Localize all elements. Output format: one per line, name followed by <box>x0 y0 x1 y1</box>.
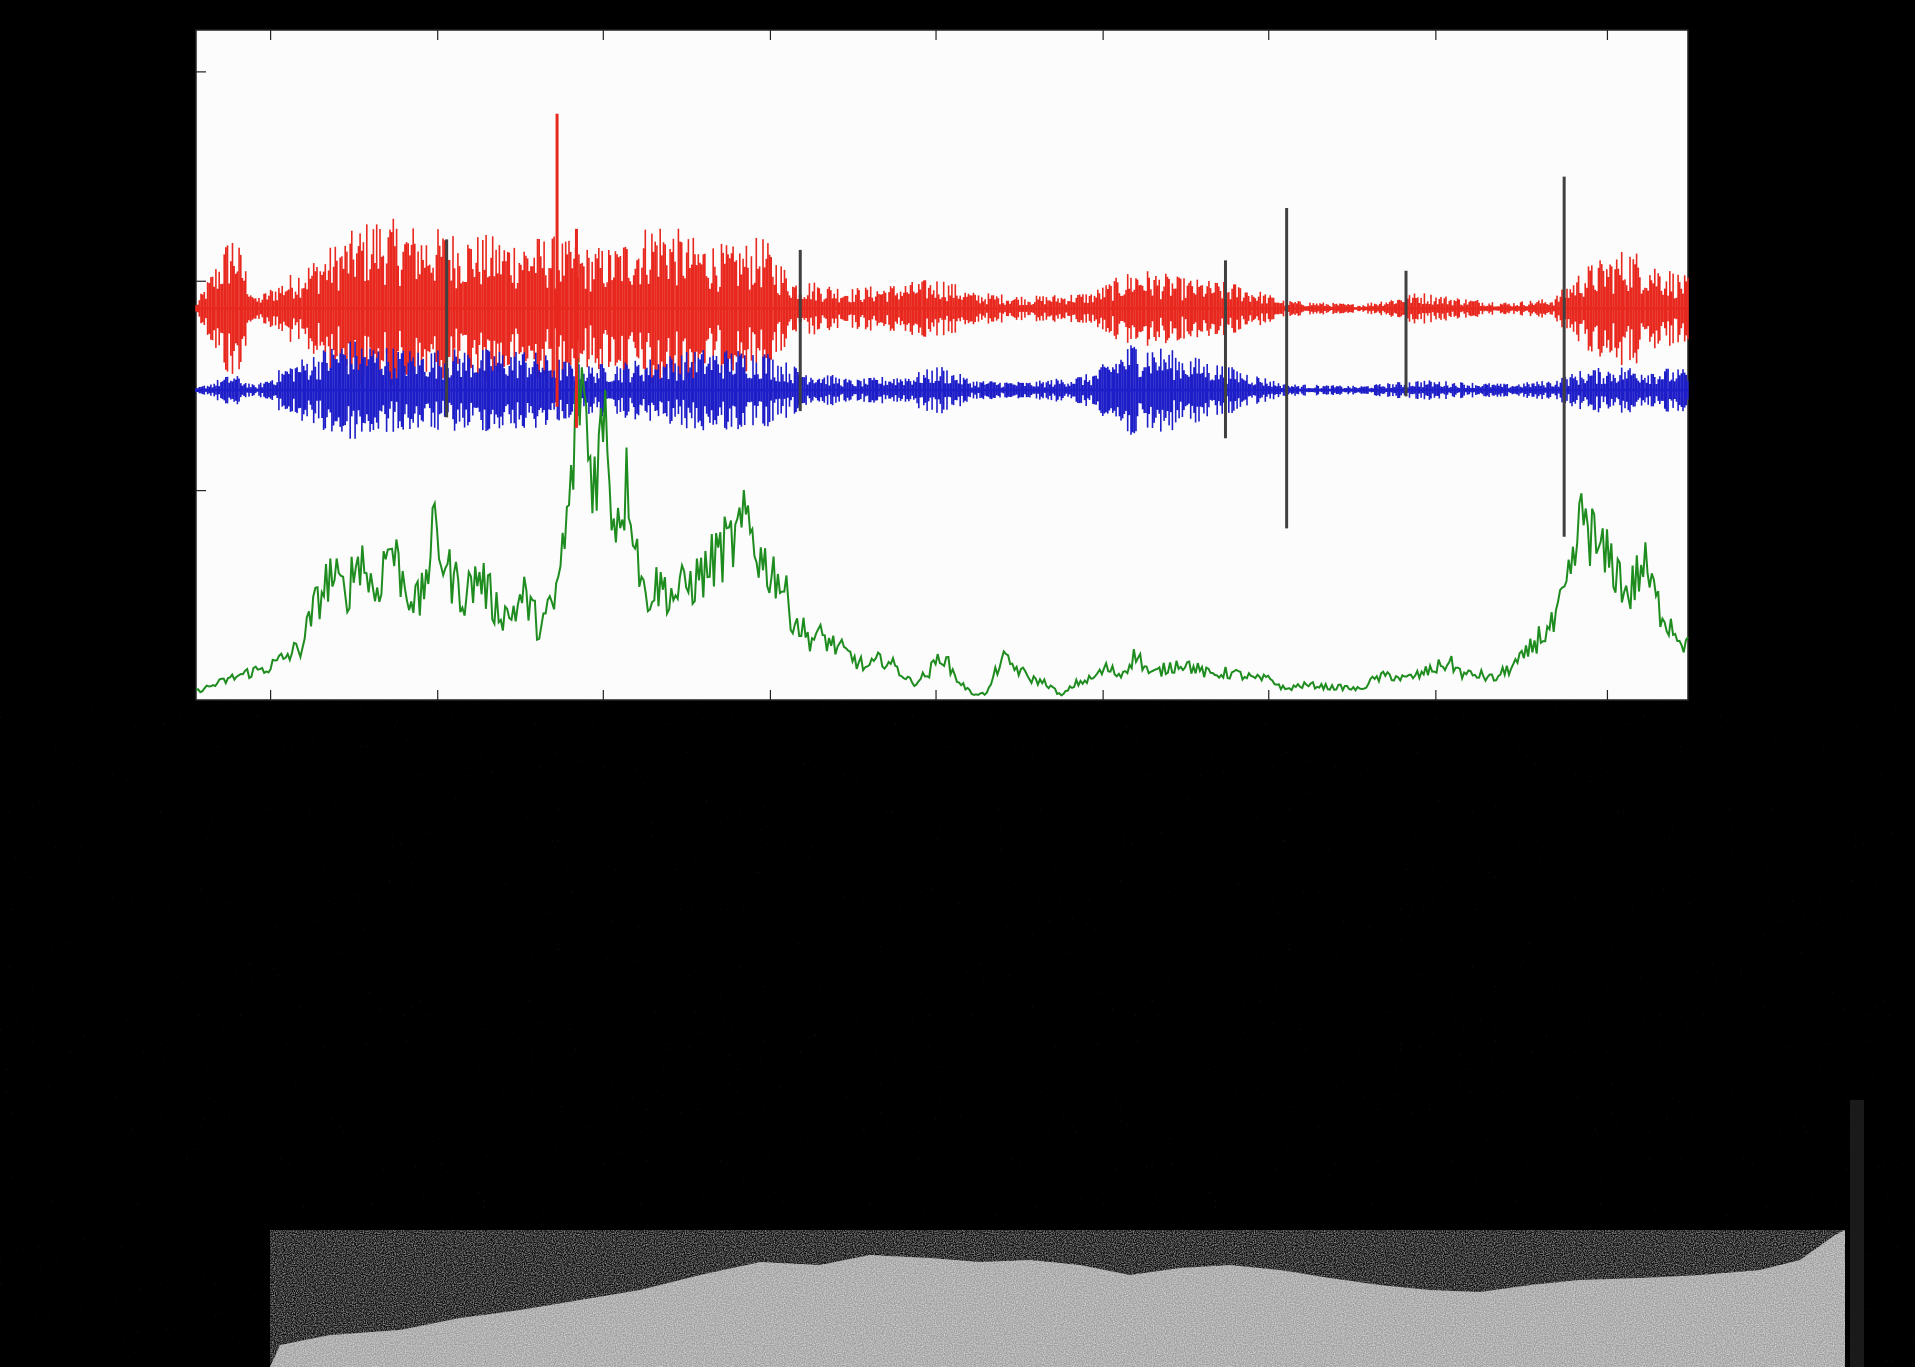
series-1-trace <box>195 341 1689 439</box>
axis-ticks <box>196 30 1609 700</box>
vertical-lines <box>445 113 1566 537</box>
specks <box>0 700 1915 1367</box>
series-layer <box>195 218 1689 697</box>
series-0-trace <box>195 218 1689 399</box>
right-edge-strip <box>1850 1100 1864 1367</box>
plot-area <box>195 29 1689 701</box>
series-2-line <box>195 357 1689 697</box>
tissue-texture <box>270 1230 1845 1367</box>
